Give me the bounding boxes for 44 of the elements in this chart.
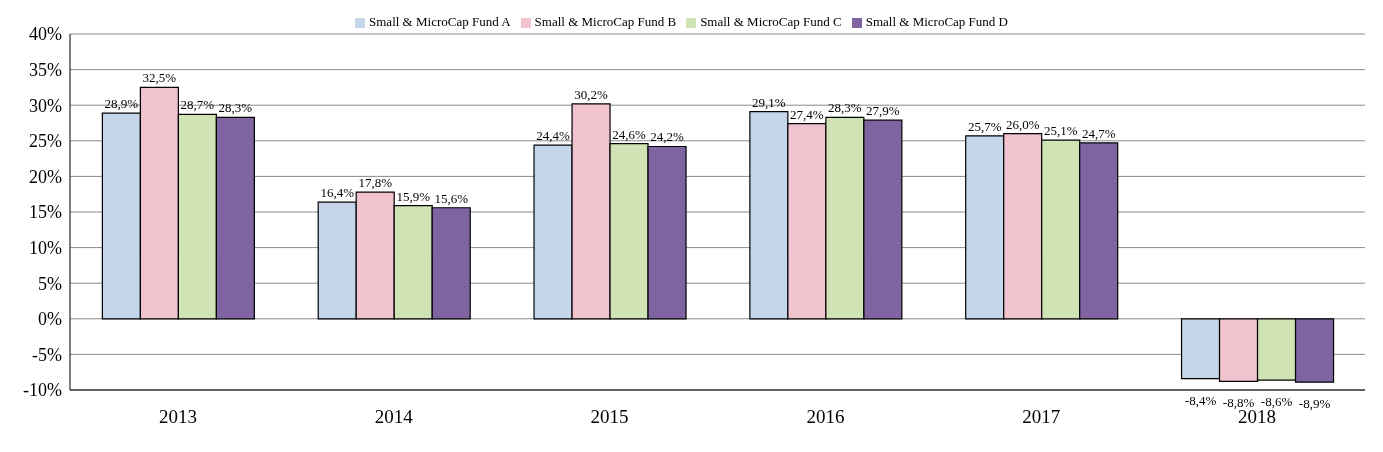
data-label: -8,6%	[1260, 394, 1293, 410]
y-tick-label: -10%	[23, 380, 62, 401]
x-tick-label: 2015	[590, 406, 629, 428]
x-tick-label: 2013	[158, 406, 197, 428]
data-label: 17,8%	[358, 175, 393, 191]
legend-label: Small & MicroCap Fund D	[865, 14, 1008, 29]
data-label: 15,6%	[434, 190, 469, 206]
legend-label: Small & MicroCap Fund B	[534, 14, 677, 29]
data-label: 24,2%	[650, 129, 684, 145]
data-label: 28,3%	[828, 100, 862, 116]
data-label: 27,9%	[866, 103, 900, 119]
x-tick-label: 2014	[374, 406, 414, 428]
data-label: 28,9%	[104, 96, 139, 112]
data-label: 24,4%	[536, 128, 570, 144]
y-tick-label: 15%	[29, 202, 62, 223]
y-tick-label: 35%	[29, 59, 62, 80]
data-label: 32,5%	[142, 70, 177, 86]
data-label: 27,4%	[790, 106, 824, 122]
data-label: -8,9%	[1298, 396, 1331, 412]
data-label: 24,7%	[1081, 125, 1116, 141]
data-label: 28,7%	[180, 97, 215, 113]
data-label: 26,0%	[1005, 116, 1040, 132]
data-label: 30,2%	[574, 86, 608, 102]
y-tick-label: -5%	[32, 344, 62, 365]
y-tick-label: 25%	[29, 131, 62, 152]
data-label: 29,1%	[752, 94, 786, 110]
data-label: -8,8%	[1222, 395, 1255, 411]
data-label: 16,4%	[320, 185, 355, 201]
data-label: 15,9%	[396, 188, 431, 204]
x-tick-label: 2017	[1022, 406, 1061, 428]
x-tick-label: 2016	[806, 406, 845, 428]
y-tick-label: 40%	[29, 24, 62, 45]
data-label: 25,1%	[1043, 123, 1078, 139]
y-tick-label: 10%	[29, 237, 62, 258]
data-label: -8,4%	[1184, 392, 1217, 408]
data-label: 28,3%	[218, 100, 253, 116]
y-tick-label: 0%	[38, 309, 62, 330]
y-tick-label: 5%	[38, 273, 62, 294]
legend-label: Small & MicroCap Fund C	[700, 14, 842, 29]
y-tick-label: 20%	[29, 166, 62, 187]
data-label: 25,7%	[967, 118, 1002, 134]
legend-label: Small & MicroCap Fund A	[369, 14, 511, 29]
y-tick-label: 30%	[29, 95, 62, 116]
data-label: 24,6%	[612, 126, 646, 142]
